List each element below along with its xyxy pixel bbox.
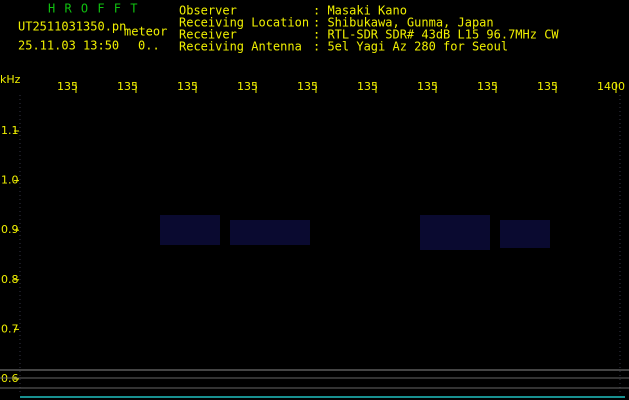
x-tick-label: 135 xyxy=(297,80,318,93)
x-tick-label: 135 xyxy=(417,80,438,93)
datetime: 25.11.03 13:50 xyxy=(18,39,119,53)
x-tick-label: 135 xyxy=(477,80,498,93)
x-tick-label: 135 xyxy=(237,80,258,93)
field-label: Observer xyxy=(179,4,237,18)
field-label: Receiver xyxy=(179,28,237,42)
field-value: : Shibukawa, Gunma, Japan xyxy=(313,16,494,30)
y-tick-label: 1.1 xyxy=(1,124,19,137)
y-tick-label: 1.0 xyxy=(1,174,19,187)
count: 0.. xyxy=(138,39,160,53)
field-value: : 5el Yagi Az 280 for Seoul xyxy=(313,40,508,54)
y-tick-label: 0.7 xyxy=(1,322,19,335)
y-tick-label: 0.9 xyxy=(1,223,19,236)
field-label: Receiving Antenna xyxy=(179,40,302,54)
x-tick-label: 1400 xyxy=(597,80,625,93)
noise xyxy=(160,215,550,250)
field-value: : RTL-SDR SDR# 43dB L15 96.7MHz CW xyxy=(313,28,559,42)
x-tick-label: 135 xyxy=(177,80,198,93)
x-tick-label: 135 xyxy=(357,80,378,93)
x-tick-label: 135 xyxy=(117,80,138,93)
x-unit: kHz xyxy=(0,73,21,86)
field-label: Receiving Location xyxy=(179,16,309,30)
file-name: UT2511031350.pn xyxy=(18,20,126,34)
tag: meteor xyxy=(124,25,167,39)
x-tick-label: 135 xyxy=(537,80,558,93)
y-tick-label: 0.8 xyxy=(1,273,19,286)
x-tick-label: 135 xyxy=(57,80,78,93)
app-title: H R O F F T xyxy=(48,2,138,16)
field-value: : Masaki Kano xyxy=(313,4,407,18)
